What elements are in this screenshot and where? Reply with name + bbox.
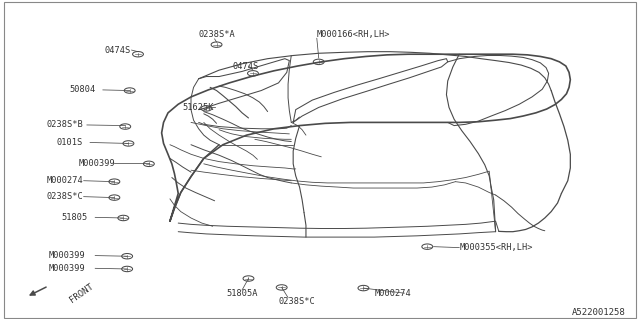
Text: 0238S*C: 0238S*C <box>278 297 316 306</box>
Text: A522001258: A522001258 <box>572 308 625 317</box>
Text: 51805: 51805 <box>61 213 88 222</box>
Text: 0101S: 0101S <box>57 138 83 147</box>
Text: 0238S*A: 0238S*A <box>198 30 235 39</box>
Text: M000274: M000274 <box>47 176 83 185</box>
Text: 0474S: 0474S <box>232 61 259 70</box>
Text: M000399: M000399 <box>79 159 115 168</box>
Text: 51625K: 51625K <box>182 103 214 112</box>
Text: 50804: 50804 <box>70 85 96 94</box>
Text: M000166<RH,LH>: M000166<RH,LH> <box>317 30 390 39</box>
Text: M000399: M000399 <box>49 264 85 273</box>
Text: FRONT: FRONT <box>68 282 95 304</box>
Text: M000274: M000274 <box>374 289 411 298</box>
Text: 0238S*C: 0238S*C <box>47 192 83 201</box>
Text: M000355<RH,LH>: M000355<RH,LH> <box>460 243 532 252</box>
Text: 0238S*B: 0238S*B <box>47 120 83 130</box>
Text: 0474S: 0474S <box>104 45 131 55</box>
Text: M000399: M000399 <box>49 251 85 260</box>
Text: 51805A: 51805A <box>227 289 258 298</box>
